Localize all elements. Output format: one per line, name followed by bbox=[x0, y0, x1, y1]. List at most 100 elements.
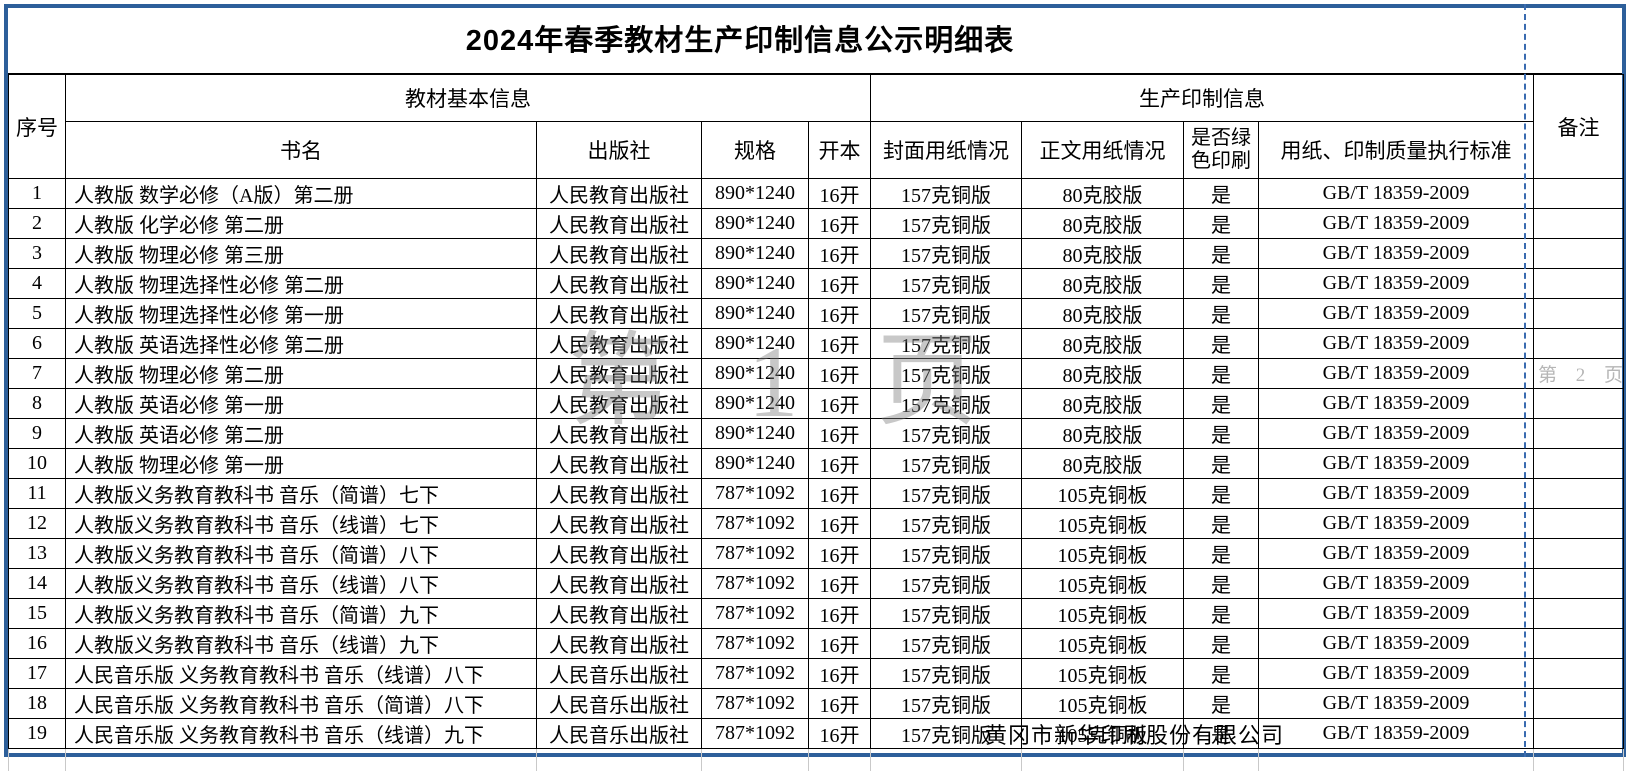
cell-body-paper: 105克铜板 bbox=[1021, 598, 1184, 629]
table-row: 8 人教版 英语必修 第一册 人民教育出版社 890*1240 16开 157克铜版 80克… bbox=[8, 388, 1624, 419]
cell-format: 16开 bbox=[808, 628, 871, 659]
table-row: 4 人教版 物理选择性必修 第二册 人民教育出版社 890*1240 16开 157克铜版… bbox=[8, 268, 1624, 299]
table-row: 2 人教版 化学必修 第二册 人民教育出版社 890*1240 16开 157克铜版 80克… bbox=[8, 208, 1624, 239]
cell-remark bbox=[1533, 358, 1624, 389]
header-basic-info-group: 教材基本信息 bbox=[65, 74, 871, 122]
cell-cover-paper: 157克铜版 bbox=[870, 508, 1022, 539]
header-standard: 用纸、印制质量执行标准 bbox=[1258, 121, 1534, 179]
cell-spec: 890*1240 bbox=[701, 238, 809, 269]
cell-remark bbox=[1533, 328, 1624, 359]
cell-body-paper: 80克胶版 bbox=[1021, 328, 1184, 359]
cell-cover-paper: 157克铜版 bbox=[870, 598, 1022, 629]
cell-publisher: 人民教育出版社 bbox=[536, 178, 702, 209]
cell-green-print: 是 bbox=[1183, 658, 1259, 689]
cell-remark bbox=[1533, 688, 1624, 719]
cell-green-print: 是 bbox=[1183, 268, 1259, 299]
cell-remark bbox=[1533, 658, 1624, 689]
cell-standard: GB/T 18359-2009 bbox=[1258, 208, 1534, 239]
cell-standard: GB/T 18359-2009 bbox=[1258, 538, 1534, 569]
cell-green-print: 是 bbox=[1183, 178, 1259, 209]
cell-publisher: 人民教育出版社 bbox=[536, 598, 702, 629]
cell-green-print: 是 bbox=[1183, 238, 1259, 269]
cell-standard: GB/T 18359-2009 bbox=[1258, 298, 1534, 329]
table-row: 19 人民音乐版 义务教育教科书 音乐（线谱）九下 人民音乐出版社 787*1092 1… bbox=[8, 718, 1624, 749]
cell-green-print: 是 bbox=[1183, 478, 1259, 509]
cell-serial: 9 bbox=[8, 418, 66, 449]
cell-serial: 14 bbox=[8, 568, 66, 599]
cell-cover-paper: 157克铜版 bbox=[870, 568, 1022, 599]
page-title: 2024年春季教材生产印制信息公示明细表 bbox=[465, 25, 1015, 57]
cell-remark bbox=[1533, 238, 1624, 269]
cell-standard: GB/T 18359-2009 bbox=[1258, 178, 1534, 209]
cell-serial: 19 bbox=[8, 718, 66, 749]
empty-row bbox=[8, 748, 1624, 771]
cell-publisher: 人民音乐出版社 bbox=[536, 658, 702, 689]
cell-spec: 890*1240 bbox=[701, 418, 809, 449]
cell-cover-paper: 157克铜版 bbox=[870, 358, 1022, 389]
empty-cell bbox=[1533, 748, 1624, 771]
cell-serial: 16 bbox=[8, 628, 66, 659]
table-row: 7 人教版 物理必修 第二册 人民教育出版社 890*1240 16开 157克铜版 80克… bbox=[8, 358, 1624, 389]
cell-book-name: 人教版义务教育教科书 音乐（简谱）九下 bbox=[65, 598, 537, 629]
cell-format: 16开 bbox=[808, 448, 871, 479]
cell-green-print: 是 bbox=[1183, 508, 1259, 539]
cell-green-print: 是 bbox=[1183, 328, 1259, 359]
cell-remark bbox=[1533, 538, 1624, 569]
table-row: 10 人教版 物理必修 第一册 人民教育出版社 890*1240 16开 157克铜版 80… bbox=[8, 448, 1624, 479]
cell-green-print: 是 bbox=[1183, 208, 1259, 239]
cell-cover-paper: 157克铜版 bbox=[870, 538, 1022, 569]
cell-green-print: 是 bbox=[1183, 448, 1259, 479]
cell-green-print: 是 bbox=[1183, 358, 1259, 389]
cell-remark bbox=[1533, 298, 1624, 329]
table-row: 14 人教版义务教育教科书 音乐（线谱）八下 人民教育出版社 787*1092 16开 1… bbox=[8, 568, 1624, 599]
table-footer bbox=[8, 748, 1624, 771]
cell-publisher: 人民教育出版社 bbox=[536, 298, 702, 329]
cell-spec: 787*1092 bbox=[701, 478, 809, 509]
cell-spec: 890*1240 bbox=[701, 208, 809, 239]
cell-standard: GB/T 18359-2009 bbox=[1258, 418, 1534, 449]
table-header: 序号 教材基本信息 生产印制信息 备注 书名 出版社 规格 开本 封面用纸情况 … bbox=[8, 74, 1624, 179]
table-row: 6 人教版 英语选择性必修 第二册 人民教育出版社 890*1240 16开 157克铜版… bbox=[8, 328, 1624, 359]
cell-body-paper: 80克胶版 bbox=[1021, 178, 1184, 209]
cell-format: 16开 bbox=[808, 538, 871, 569]
cell-format: 16开 bbox=[808, 178, 871, 209]
cell-green-print: 是 bbox=[1183, 688, 1259, 719]
cell-serial: 11 bbox=[8, 478, 66, 509]
cell-book-name: 人民音乐版 义务教育教科书 音乐（线谱）九下 bbox=[65, 718, 537, 749]
empty-cell bbox=[8, 748, 66, 771]
empty-cell bbox=[808, 748, 871, 771]
cell-remark bbox=[1533, 598, 1624, 629]
table-row: 15 人教版义务教育教科书 音乐（简谱）九下 人民教育出版社 787*1092 16开 1… bbox=[8, 598, 1624, 629]
cell-spec: 787*1092 bbox=[701, 568, 809, 599]
cell-book-name: 人教版义务教育教科书 音乐（线谱）七下 bbox=[65, 508, 537, 539]
cell-format: 16开 bbox=[808, 508, 871, 539]
cell-format: 16开 bbox=[808, 418, 871, 449]
cell-serial: 1 bbox=[8, 178, 66, 209]
cell-green-print: 是 bbox=[1183, 568, 1259, 599]
cell-cover-paper: 157克铜版 bbox=[870, 208, 1022, 239]
cell-book-name: 人教版 物理必修 第二册 bbox=[65, 358, 537, 389]
cell-publisher: 人民教育出版社 bbox=[536, 448, 702, 479]
cell-book-name: 人教版 物理选择性必修 第二册 bbox=[65, 268, 537, 299]
cell-body-paper: 105克铜板 bbox=[1021, 538, 1184, 569]
cell-spec: 890*1240 bbox=[701, 328, 809, 359]
cell-book-name: 人教版 英语必修 第一册 bbox=[65, 388, 537, 419]
cell-green-print: 是 bbox=[1183, 538, 1259, 569]
cell-remark bbox=[1533, 478, 1624, 509]
cell-serial: 18 bbox=[8, 688, 66, 719]
cell-spec: 890*1240 bbox=[701, 448, 809, 479]
header-spec: 规格 bbox=[701, 121, 809, 179]
cell-serial: 3 bbox=[8, 238, 66, 269]
cell-publisher: 人民教育出版社 bbox=[536, 208, 702, 239]
cell-body-paper: 105克铜板 bbox=[1021, 718, 1184, 749]
cell-book-name: 人教版 英语必修 第二册 bbox=[65, 418, 537, 449]
cell-remark bbox=[1533, 388, 1624, 419]
header-print-info-group: 生产印制信息 bbox=[870, 74, 1534, 122]
empty-cell bbox=[1021, 748, 1184, 771]
cell-serial: 6 bbox=[8, 328, 66, 359]
table-row: 18 人民音乐版 义务教育教科书 音乐（简谱）八下 人民音乐出版社 787*1092 1… bbox=[8, 688, 1624, 719]
cell-green-print: 是 bbox=[1183, 628, 1259, 659]
table-row: 1 人教版 数学必修（A版）第二册 人民教育出版社 890*1240 16开 157克铜版… bbox=[8, 178, 1624, 209]
cell-format: 16开 bbox=[808, 298, 871, 329]
cell-publisher: 人民教育出版社 bbox=[536, 568, 702, 599]
